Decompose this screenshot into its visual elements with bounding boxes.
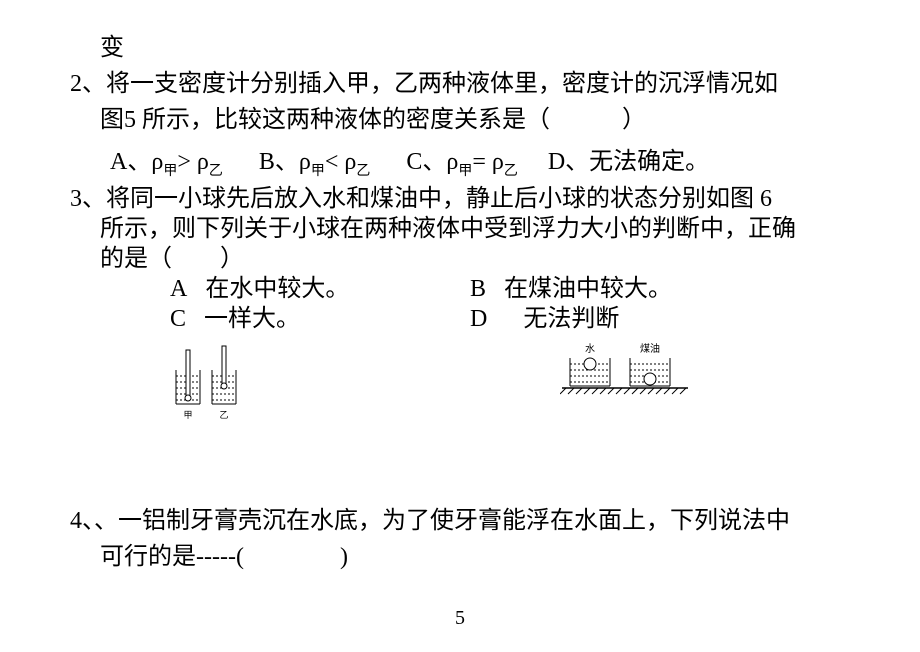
- q2-line2: 图5 所示，比较这两种液体的密度关系是（ ）: [100, 107, 646, 133]
- fig6-ground-hatch: [560, 388, 686, 394]
- page-content: 变 2、将一支密度计分别插入甲，乙两种液体里，密度计的沉浮情况如 图5 所示，比…: [0, 0, 920, 575]
- q4-number: 4、、: [70, 508, 118, 534]
- question-4: 4、、一铝制牙膏壳沉在水底，为了使牙膏能浮在水面上，下列说法中: [70, 503, 850, 539]
- q3-optA: A 在水中较大。: [170, 274, 470, 304]
- q2-optA-sub1: 甲: [163, 164, 177, 179]
- q3-number: 3、: [70, 186, 106, 212]
- q2-line2-wrap: 图5 所示，比较这两种液体的密度关系是（ ）: [70, 102, 850, 138]
- q2-optA-sub2: 乙: [209, 164, 223, 179]
- fragment-text: 变: [100, 35, 124, 61]
- q2-optB-pre: B、ρ: [259, 149, 311, 175]
- fig5-label-left: 甲: [183, 410, 192, 420]
- q2-optB-sub1: 甲: [311, 164, 325, 179]
- q3-optB-text: 在煤油中较大。: [504, 276, 672, 302]
- q2-optC-sub1: 甲: [458, 164, 472, 179]
- q2-number: 2、: [70, 71, 106, 97]
- q3-line1: 将同一小球先后放入水和煤油中，静止后小球的状态分别如图 6: [106, 186, 772, 212]
- q3-options-row2: C 一样大。 D 无法判断: [70, 304, 850, 334]
- q3-options-row1: A 在水中较大。 B 在煤油中较大。: [70, 274, 850, 304]
- q2-optB-sub2: 乙: [356, 164, 370, 179]
- fig6-beaker-oil: 煤油: [630, 342, 670, 386]
- q2-optA-pre: A、ρ: [110, 149, 163, 175]
- figure-5-svg: 甲 乙: [170, 342, 250, 422]
- q3-optA-text: 在水中较大。: [205, 276, 349, 302]
- q2-optB-mid: < ρ: [325, 149, 357, 175]
- q2-optD: D、无法确定。: [548, 149, 709, 175]
- q2-optC-pre: C、ρ: [406, 149, 458, 175]
- q2-optB: B、ρ甲< ρ乙: [259, 149, 377, 175]
- q4-line2-wrap: 可行的是-----( ): [70, 539, 850, 575]
- q2-optC: C、ρ甲= ρ乙: [406, 149, 524, 175]
- q2-optA-mid: > ρ: [177, 149, 209, 175]
- fig5-beaker-left: 甲: [176, 350, 200, 420]
- q3-optD-text: 无法判断: [523, 306, 619, 332]
- page-number: 5: [0, 607, 920, 630]
- fig6-label-left: 水: [585, 343, 595, 355]
- prev-question-fragment: 变: [70, 30, 850, 66]
- q2-optA: A、ρ甲> ρ乙: [110, 149, 229, 175]
- q3-line3: 的是（ ）: [100, 246, 244, 272]
- fig5-label-right: 乙: [219, 410, 228, 420]
- q3-optC: C 一样大。: [170, 304, 470, 334]
- fig6-label-right: 煤油: [640, 342, 660, 355]
- q3-optD: D 无法判断: [470, 304, 619, 334]
- q2-optC-sub2: 乙: [504, 164, 518, 179]
- q3-optB: B 在煤油中较大。: [470, 274, 672, 304]
- q3-line3-wrap: 的是（ ）: [70, 244, 850, 274]
- question-3: 3、将同一小球先后放入水和煤油中，静止后小球的状态分别如图 6: [70, 184, 850, 214]
- q4-line1: 一铝制牙膏壳沉在水底，为了使牙膏能浮在水面上，下列说法中: [118, 508, 790, 534]
- q2-line1: 将一支密度计分别插入甲，乙两种液体里，密度计的沉浮情况如: [106, 71, 778, 97]
- fig5-beaker-right: 乙: [212, 346, 236, 420]
- figure-6-svg: 水 煤油: [560, 342, 700, 407]
- figure-5: 甲 乙: [170, 342, 250, 433]
- figure-6: 水 煤油: [560, 342, 700, 418]
- q3-line2: 所示，则下列关于小球在两种液体中受到浮力大小的判断中，正确: [100, 216, 796, 242]
- q2-optC-mid: = ρ: [472, 149, 504, 175]
- figures-row: 甲 乙: [70, 342, 850, 433]
- q3-line2-wrap: 所示，则下列关于小球在两种液体中受到浮力大小的判断中，正确: [70, 214, 850, 244]
- q4-line2: 可行的是-----( ): [100, 544, 348, 570]
- q2-options: A、ρ甲> ρ乙 B、ρ甲< ρ乙 C、ρ甲= ρ乙 D、无法确定。: [70, 144, 850, 182]
- q3-optC-text: 一样大。: [204, 306, 300, 332]
- question-2: 2、将一支密度计分别插入甲，乙两种液体里，密度计的沉浮情况如: [70, 66, 850, 102]
- fig6-beaker-water: 水: [570, 343, 610, 386]
